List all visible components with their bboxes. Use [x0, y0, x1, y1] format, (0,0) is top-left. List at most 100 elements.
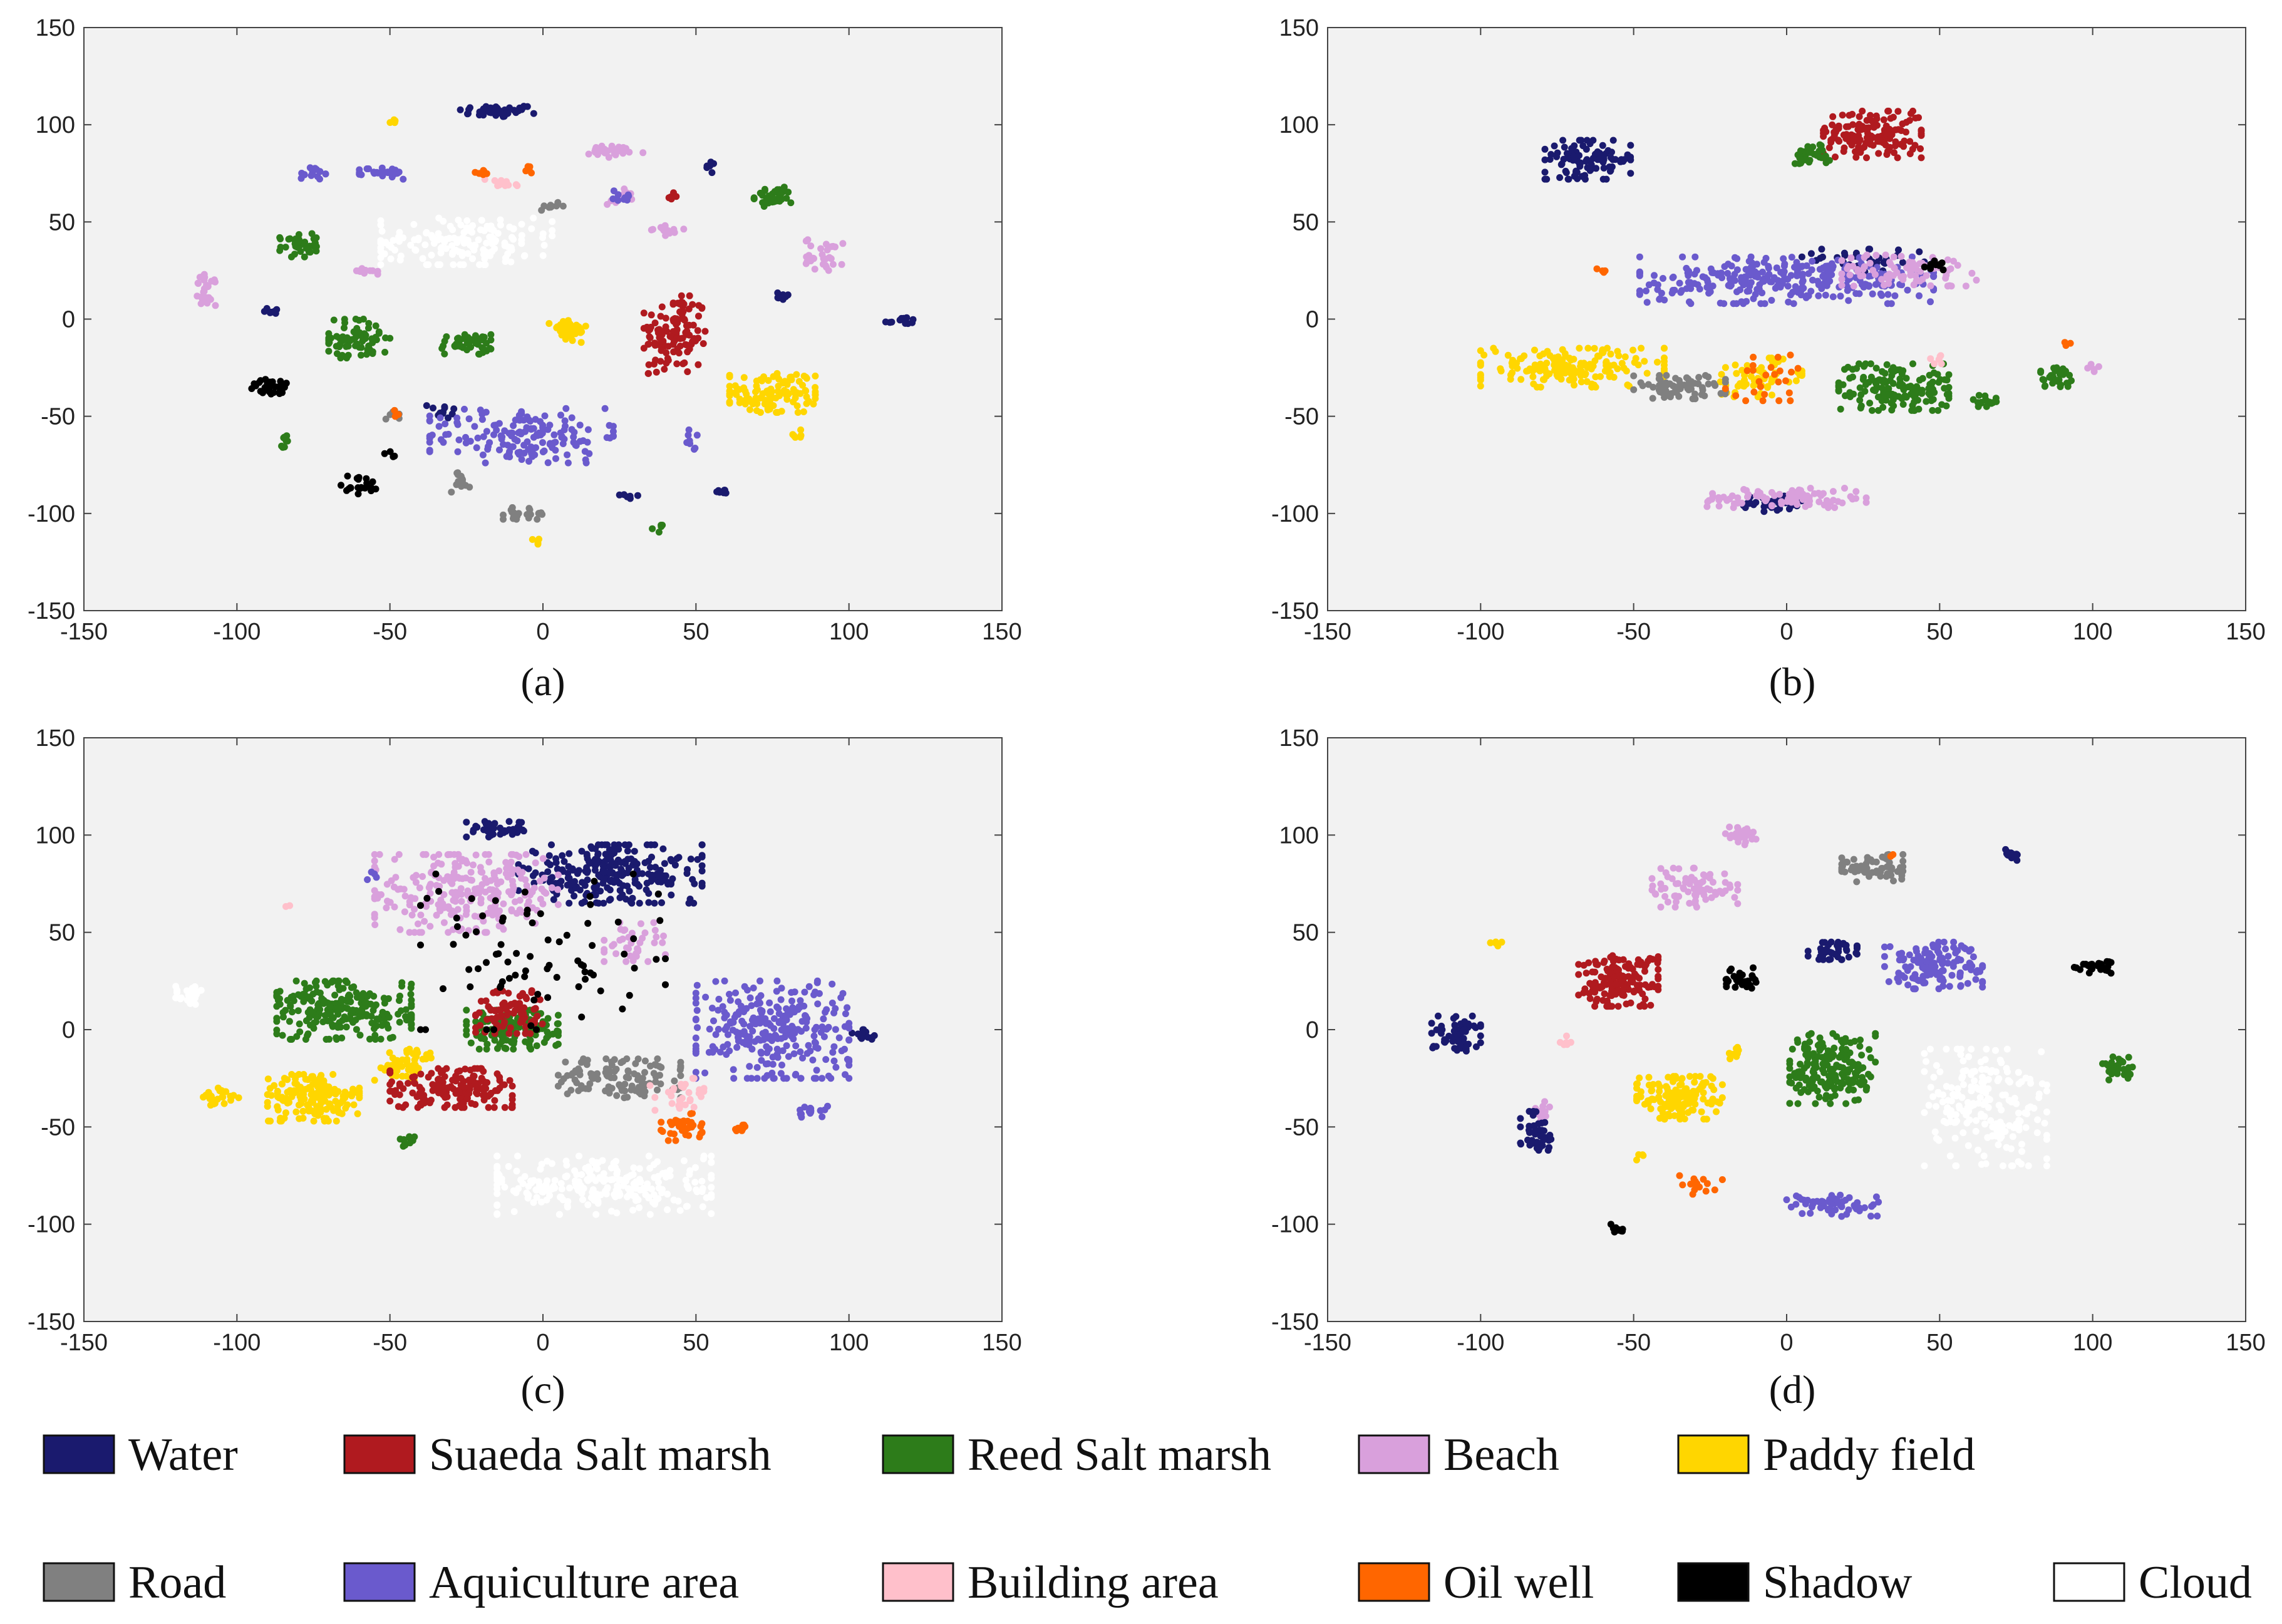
- point-reed: [2042, 382, 2049, 390]
- x-tick-label: 50: [1926, 619, 1953, 645]
- point-aqui: [726, 1047, 733, 1055]
- point-reed: [1983, 398, 1991, 405]
- point-aqui: [1787, 272, 1795, 279]
- point-cloud: [486, 233, 493, 240]
- point-aqui: [1822, 291, 1829, 299]
- point-paddy: [1591, 344, 1598, 352]
- point-aqui: [715, 1006, 722, 1014]
- point-shadow: [473, 928, 480, 936]
- point-reed: [273, 1027, 281, 1034]
- point-reed: [284, 996, 291, 1004]
- point-water: [636, 899, 643, 907]
- point-suaeda: [1829, 121, 1836, 128]
- point-aqui: [774, 1053, 782, 1061]
- point-paddy: [403, 1047, 410, 1054]
- point-aqui: [520, 442, 528, 449]
- point-cloud: [539, 252, 547, 259]
- point-cloud: [449, 226, 457, 234]
- point-paddy: [776, 392, 783, 400]
- point-aqui: [829, 980, 836, 988]
- point-reed: [350, 983, 358, 991]
- point-oil: [664, 1137, 672, 1144]
- point-water: [1608, 148, 1615, 156]
- point-road: [538, 207, 545, 214]
- point-water: [480, 111, 487, 119]
- point-suaeda: [509, 1096, 516, 1103]
- point-suaeda: [651, 319, 659, 327]
- point-shadow: [440, 985, 447, 993]
- point-road: [1672, 387, 1680, 394]
- point-beach: [1859, 272, 1867, 279]
- point-beach: [537, 896, 544, 903]
- point-suaeda: [493, 1070, 501, 1077]
- point-cloud: [455, 216, 462, 224]
- x-tick-label: -100: [213, 619, 261, 645]
- point-aqui: [364, 876, 371, 883]
- point-paddy: [799, 381, 806, 389]
- point-paddy: [788, 373, 795, 381]
- point-water: [683, 870, 691, 877]
- point-water: [1599, 142, 1606, 149]
- point-water: [492, 103, 500, 111]
- point-aqui: [715, 995, 723, 1003]
- point-aqui: [301, 171, 308, 178]
- point-beach: [396, 926, 404, 933]
- point-aqui: [709, 1043, 716, 1050]
- point-beach: [1756, 491, 1763, 499]
- point-beach: [1927, 282, 1934, 289]
- point-shadow: [277, 378, 284, 385]
- point-aqui: [518, 456, 525, 463]
- point-aqui: [428, 432, 436, 439]
- point-shadow: [432, 871, 440, 877]
- point-road: [656, 1072, 663, 1079]
- point-road: [559, 202, 567, 210]
- point-aqui: [724, 1041, 731, 1048]
- point-water: [520, 827, 527, 835]
- point-aqui: [1746, 270, 1753, 277]
- point-suaeda: [658, 328, 665, 335]
- point-aqui: [830, 1057, 838, 1065]
- point-shadow: [533, 1026, 540, 1033]
- point-beach: [2090, 368, 2098, 375]
- point-reed: [306, 984, 313, 991]
- point-beach: [619, 935, 626, 943]
- point-aqui: [788, 997, 795, 1005]
- point-reed: [455, 334, 462, 342]
- point-cloud: [504, 250, 512, 257]
- point-cloud: [469, 244, 477, 251]
- point-beach: [463, 859, 470, 867]
- x-tick-label: 50: [683, 1330, 709, 1356]
- point-water: [1895, 246, 1902, 254]
- point-beach: [395, 851, 403, 858]
- point-suaeda: [461, 1084, 468, 1091]
- point-reed: [353, 1026, 360, 1033]
- point-water: [614, 877, 621, 885]
- point-aqui: [441, 420, 449, 428]
- point-suaeda: [679, 334, 686, 342]
- point-suaeda: [1875, 150, 1882, 157]
- point-aqui: [692, 990, 700, 997]
- point-beach: [500, 900, 507, 908]
- scatter-points: [1477, 107, 2102, 515]
- point-water: [659, 845, 667, 852]
- point-reed: [312, 1012, 319, 1020]
- point-cloud: [457, 261, 464, 269]
- point-aqui: [426, 412, 433, 420]
- point-aqui: [1916, 292, 1923, 299]
- point-paddy: [1792, 377, 1800, 385]
- point-paddy: [354, 1110, 361, 1117]
- point-beach: [371, 851, 378, 858]
- point-suaeda: [683, 328, 691, 335]
- point-aqui: [691, 445, 699, 452]
- point-cloud: [497, 221, 504, 229]
- point-beach: [401, 892, 409, 900]
- point-suaeda: [1832, 153, 1839, 161]
- point-water: [690, 899, 698, 907]
- point-suaeda: [663, 359, 670, 367]
- point-paddy: [797, 432, 805, 439]
- point-suaeda: [681, 316, 688, 324]
- point-reed: [341, 316, 348, 323]
- y-tick-label: 100: [36, 112, 75, 138]
- point-suaeda: [700, 340, 707, 348]
- point-suaeda: [689, 338, 696, 345]
